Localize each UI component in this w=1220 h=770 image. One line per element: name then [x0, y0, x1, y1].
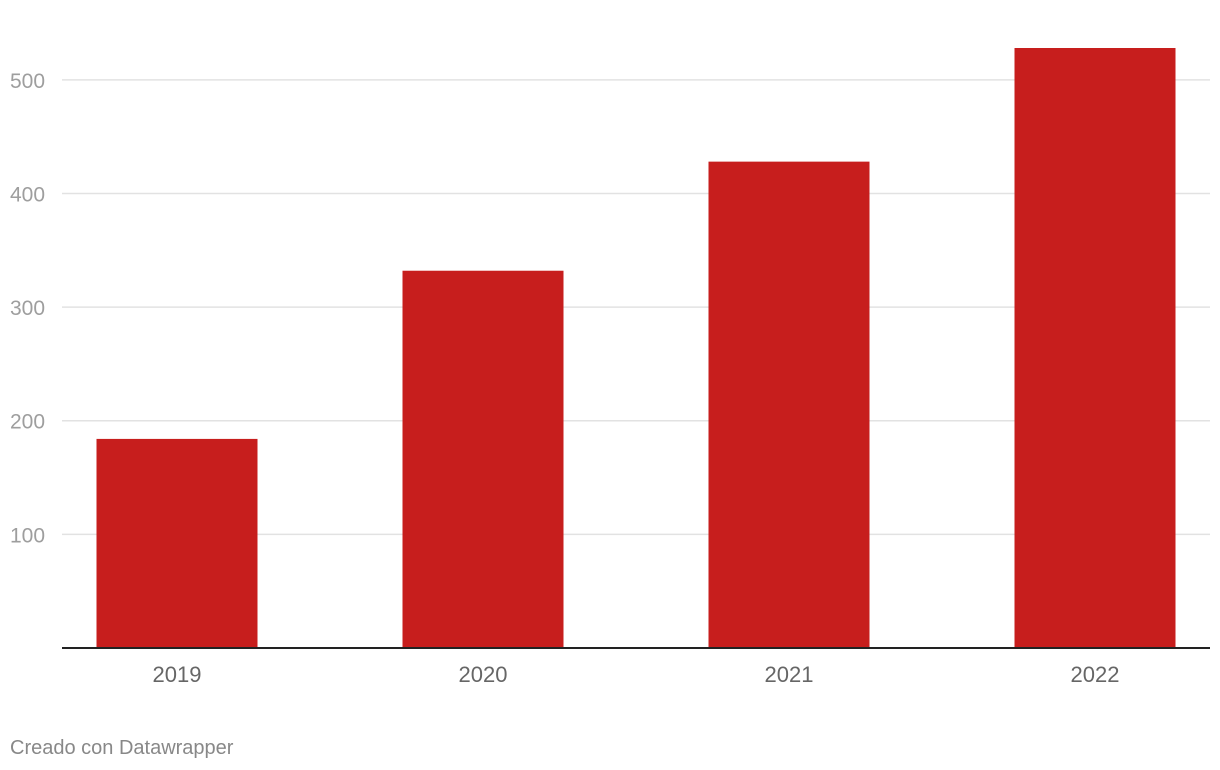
y-tick-label: 500 — [10, 70, 45, 93]
x-tick-label: 2022 — [1071, 662, 1120, 687]
credit: Creado con Datawrapper — [10, 737, 234, 759]
y-tick-label: 100 — [10, 524, 45, 547]
bar — [96, 438, 258, 648]
bar — [1014, 48, 1176, 648]
bar — [708, 161, 870, 649]
y-tick-label: 400 — [10, 183, 45, 206]
bar — [402, 270, 564, 648]
x-tick-label: 2020 — [459, 662, 508, 687]
y-tick-label: 200 — [10, 411, 45, 434]
x-tick-label: 2021 — [765, 662, 814, 687]
x-tick-label: 2019 — [153, 662, 202, 687]
y-tick-label: 300 — [10, 297, 45, 320]
